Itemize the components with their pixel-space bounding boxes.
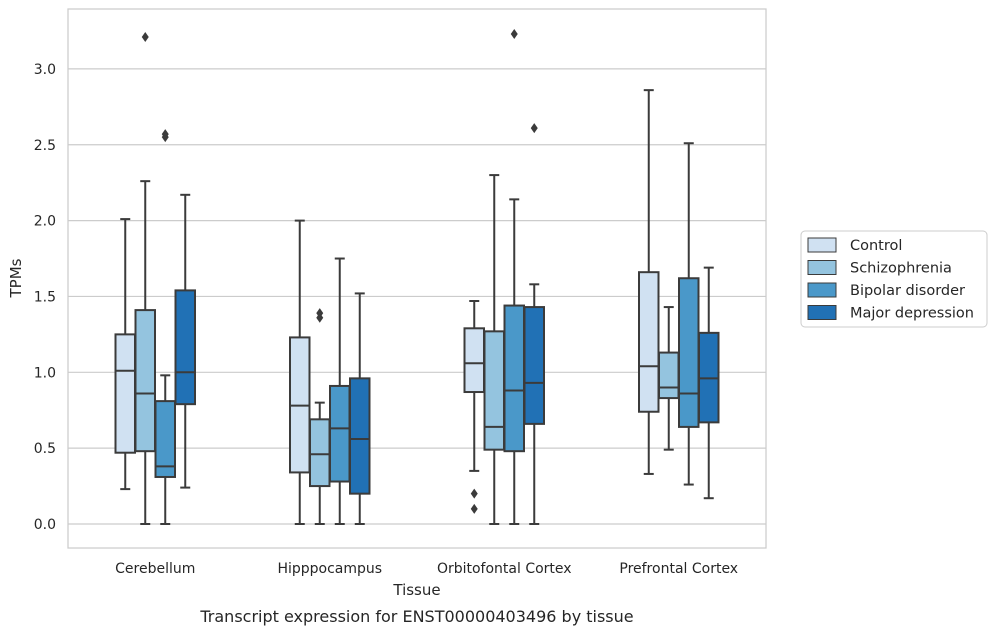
- box-control: [638, 89, 660, 475]
- chart-caption: Transcript expression for ENST0000040349…: [199, 607, 633, 626]
- outlier-point: [161, 129, 169, 140]
- outlier-point: [470, 488, 478, 499]
- y-tick-label: 1.0: [34, 365, 56, 381]
- box-body: [349, 377, 371, 495]
- box-body: [658, 351, 680, 400]
- y-tick-labels: 0.0 0.5 1.0 1.5 2.0 2.5 3.0: [34, 62, 56, 533]
- y-tick-label: 0.0: [34, 517, 56, 533]
- y-tick-label: 1.5: [34, 289, 56, 305]
- y-tick-label: 3.0: [34, 62, 56, 78]
- legend-label: Control: [850, 238, 902, 254]
- outlier-point: [530, 123, 538, 134]
- legend-label: Bipolar disorder: [850, 283, 965, 299]
- box-body: [174, 289, 196, 406]
- legend-label: Schizophrenia: [850, 261, 952, 277]
- y-tick-label: 0.5: [34, 441, 56, 457]
- box-major-depression: [698, 266, 720, 500]
- box-control: [289, 219, 311, 525]
- legend-frame: [800, 230, 988, 328]
- box-major-depression: [349, 292, 371, 525]
- box-body: [483, 330, 505, 451]
- box-control: [114, 218, 136, 491]
- legend-swatch: [807, 260, 837, 275]
- legend-swatch: [807, 282, 837, 298]
- legend: Control Schizophrenia Bipolar disorder Majo…: [800, 230, 988, 328]
- box-body: [638, 271, 660, 413]
- box-body: [463, 327, 485, 394]
- box-bipolar-disorder: [503, 29, 525, 525]
- x-tick-label: Prefrontal Cortex: [619, 561, 738, 577]
- outlier-point: [141, 32, 149, 43]
- box-major-depression: [174, 193, 196, 489]
- x-axis-label: Tissue: [392, 581, 440, 599]
- outlier-point: [470, 503, 478, 514]
- box-schizophrenia: [309, 308, 331, 525]
- box-body: [154, 400, 176, 478]
- box-bipolar-disorder: [154, 129, 176, 525]
- box-schizophrenia: [134, 32, 156, 525]
- box-bipolar-disorder: [678, 142, 700, 486]
- x-tick-label: Orbitofontal Cortex: [437, 561, 572, 577]
- x-tick-label: Cerebellum: [115, 561, 195, 577]
- box-body: [309, 418, 331, 488]
- y-axis-label: TPMs: [7, 258, 25, 298]
- box-major-depression: [523, 123, 545, 525]
- y-tick-label: 2.0: [34, 214, 56, 230]
- x-tick-label: Hipppocampus: [277, 561, 382, 577]
- y-tick-label: 2.5: [34, 138, 56, 154]
- outlier-point: [316, 308, 324, 319]
- legend-swatch: [807, 237, 837, 253]
- legend-label: Major depression: [850, 306, 974, 322]
- plot-frame: [67, 8, 767, 549]
- box-body: [114, 333, 136, 454]
- x-tick-labels: Cerebellum Hipppocampus Orbitofontal Corte…: [115, 561, 738, 577]
- box-schizophrenia: [658, 306, 680, 451]
- box-body: [523, 306, 545, 425]
- legend-swatch: [807, 305, 837, 320]
- box-series: [114, 29, 720, 525]
- outlier-point: [510, 29, 518, 40]
- box-bipolar-disorder: [329, 257, 351, 525]
- box-control: [463, 300, 485, 514]
- box-body: [678, 277, 700, 428]
- box-body: [329, 384, 351, 483]
- box-body: [503, 304, 525, 453]
- box-schizophrenia: [483, 174, 505, 525]
- box-body: [134, 309, 156, 453]
